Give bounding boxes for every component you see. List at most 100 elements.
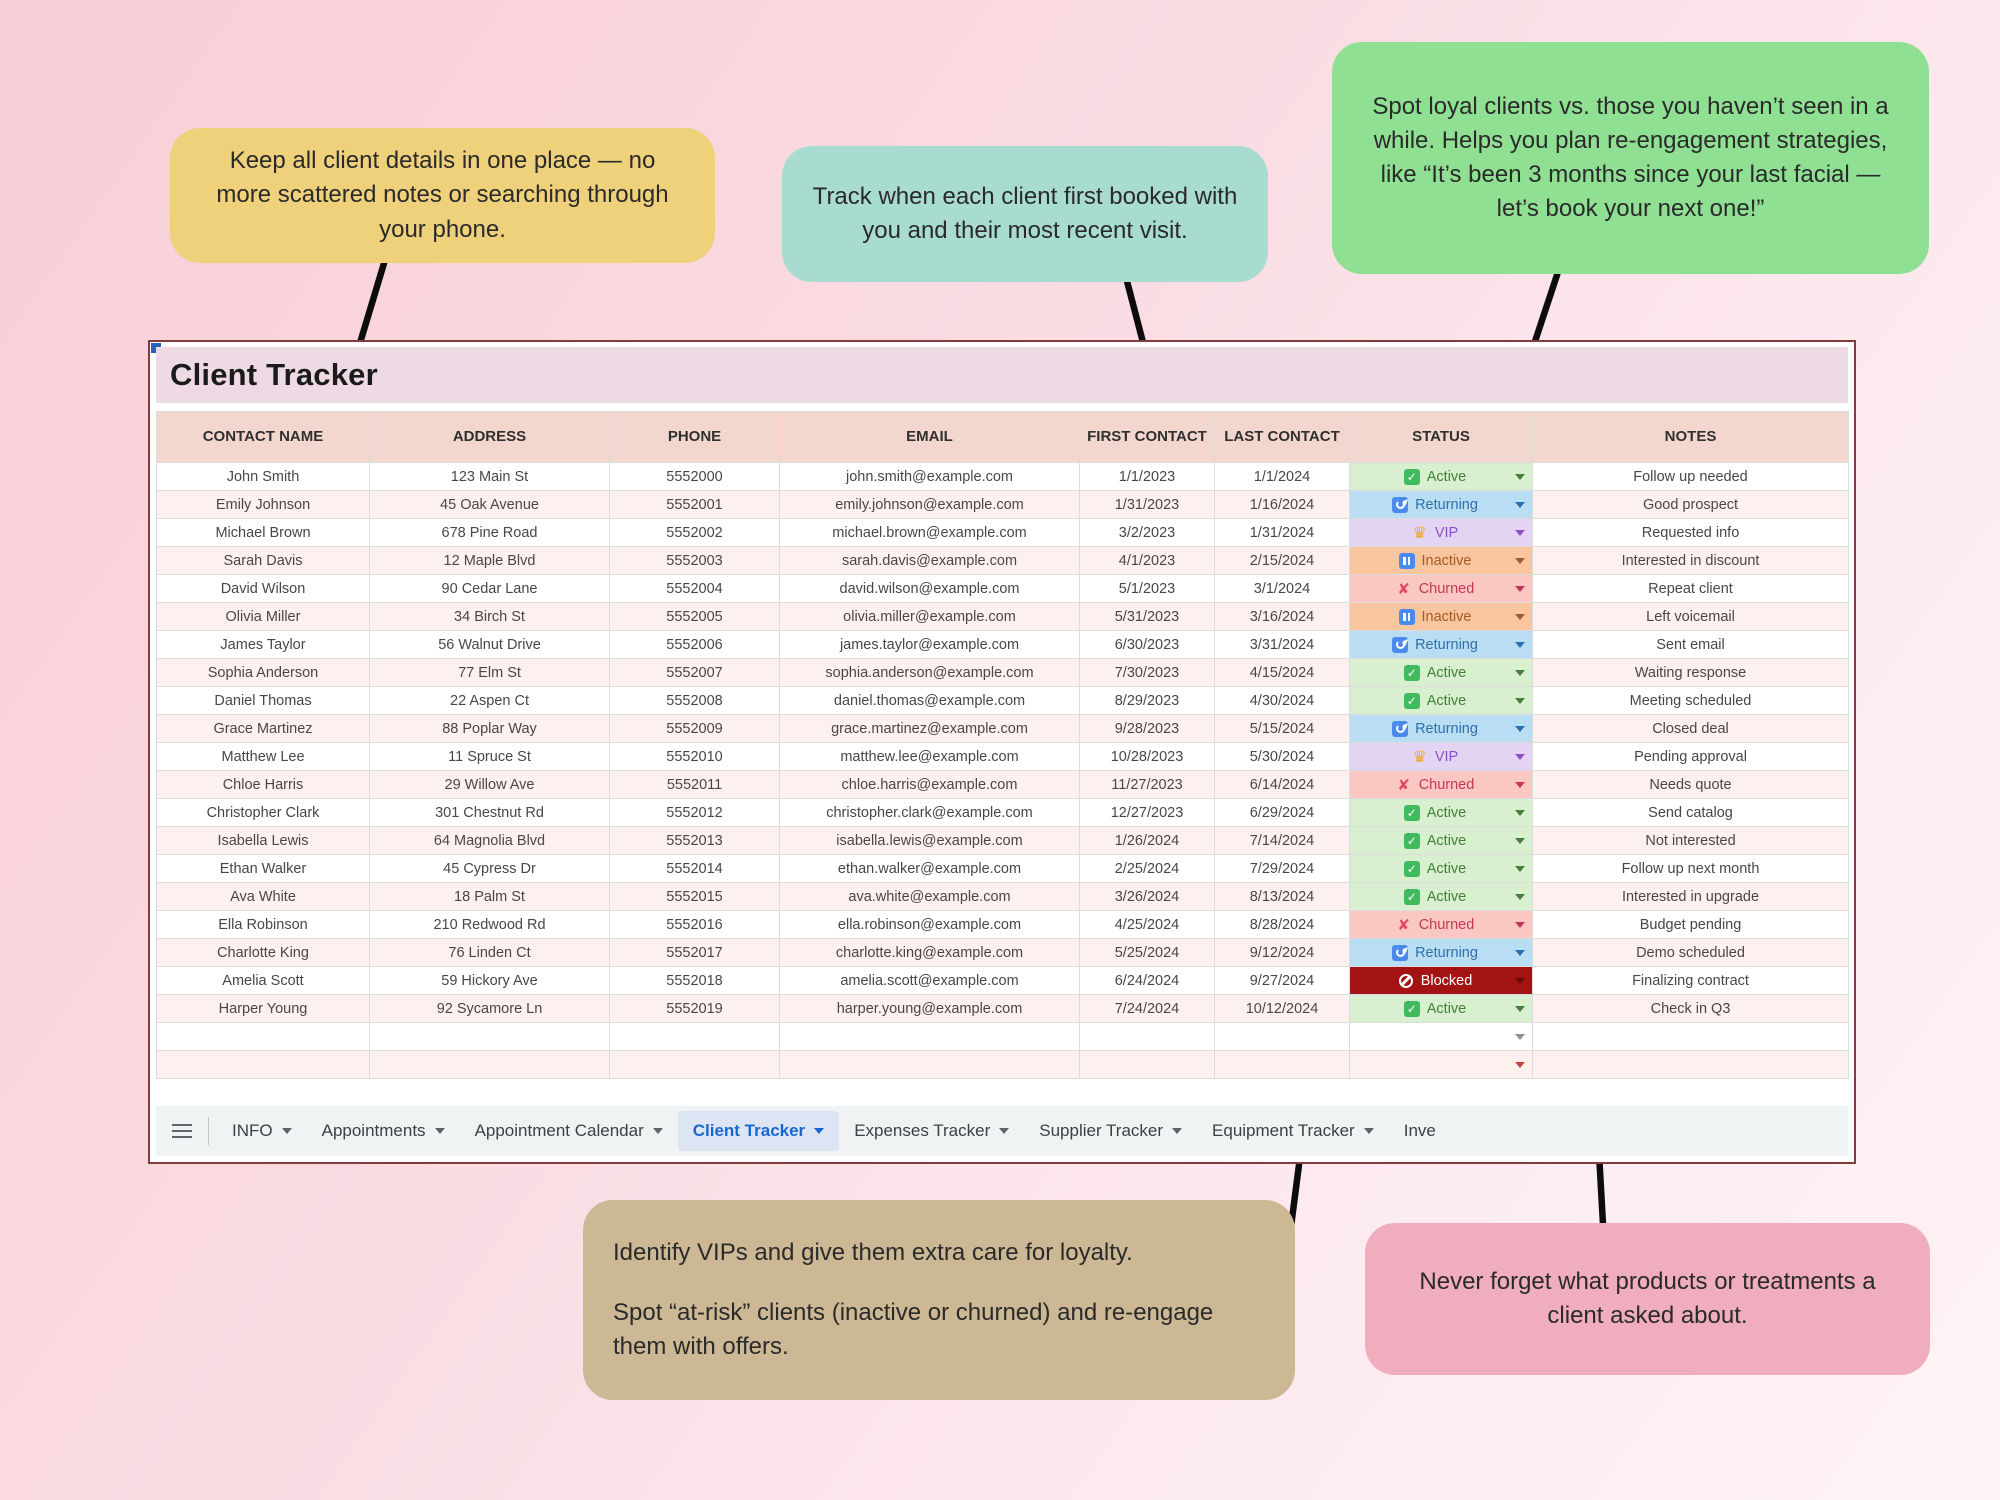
cell-note[interactable]: Pending approval — [1532, 742, 1849, 771]
cell-email[interactable]: isabella.lewis@example.com — [779, 826, 1080, 855]
cell-note[interactable]: Closed deal — [1532, 714, 1849, 743]
cell-name[interactable]: Isabella Lewis — [156, 826, 370, 855]
cell-name[interactable]: Chloe Harris — [156, 770, 370, 799]
status-dropdown-active[interactable]: ✓ Active — [1349, 994, 1533, 1023]
cell-note[interactable]: Waiting response — [1532, 658, 1849, 687]
status-dropdown-vip[interactable]: ♛ VIP — [1349, 518, 1533, 547]
status-dropdown-caret-icon[interactable] — [1515, 977, 1525, 984]
status-dropdown-active[interactable]: ✓ Active — [1349, 658, 1533, 687]
cell-address[interactable]: 76 Linden Ct — [369, 938, 610, 967]
empty-cell[interactable] — [156, 1050, 370, 1079]
cell-email[interactable]: john.smith@example.com — [779, 462, 1080, 491]
cell-name[interactable]: Emily Johnson — [156, 490, 370, 519]
cell-name[interactable]: Michael Brown — [156, 518, 370, 547]
status-dropdown-caret-icon[interactable] — [1515, 641, 1525, 648]
sheet-tab-expenses-tracker[interactable]: Expenses Tracker — [839, 1111, 1024, 1151]
cell-last-contact[interactable]: 7/14/2024 — [1214, 826, 1350, 855]
empty-cell[interactable] — [156, 1022, 370, 1051]
cell-last-contact[interactable]: 4/30/2024 — [1214, 686, 1350, 715]
cell-email[interactable]: grace.martinez@example.com — [779, 714, 1080, 743]
cell-last-contact[interactable]: 7/29/2024 — [1214, 854, 1350, 883]
cell-last-contact[interactable]: 6/14/2024 — [1214, 770, 1350, 799]
status-dropdown-caret-icon[interactable] — [1515, 669, 1525, 676]
cell-name[interactable]: James Taylor — [156, 630, 370, 659]
empty-cell[interactable] — [779, 1050, 1080, 1079]
cell-phone[interactable]: 5552008 — [609, 686, 780, 715]
status-dropdown-caret-icon[interactable] — [1515, 949, 1525, 956]
status-dropdown-caret-icon[interactable] — [1515, 473, 1525, 480]
status-dropdown-returning[interactable]: Returning — [1349, 938, 1533, 967]
status-dropdown-caret-icon[interactable] — [1515, 865, 1525, 872]
cell-email[interactable]: olivia.miller@example.com — [779, 602, 1080, 631]
column-header-first-contact[interactable]: FIRST CONTACT — [1079, 411, 1215, 463]
cell-address[interactable]: 29 Willow Ave — [369, 770, 610, 799]
sheet-tab-info[interactable]: INFO — [217, 1111, 307, 1151]
cell-note[interactable]: Good prospect — [1532, 490, 1849, 519]
cell-first-contact[interactable]: 10/28/2023 — [1079, 742, 1215, 771]
status-dropdown-caret-icon[interactable] — [1515, 1033, 1525, 1040]
cell-address[interactable]: 301 Chestnut Rd — [369, 798, 610, 827]
cell-last-contact[interactable]: 1/16/2024 — [1214, 490, 1350, 519]
cell-first-contact[interactable]: 7/24/2024 — [1079, 994, 1215, 1023]
cell-note[interactable]: Repeat client — [1532, 574, 1849, 603]
status-dropdown-returning[interactable]: Returning — [1349, 630, 1533, 659]
cell-phone[interactable]: 5552004 — [609, 574, 780, 603]
cell-first-contact[interactable]: 11/27/2023 — [1079, 770, 1215, 799]
hamburger-menu-icon[interactable] — [172, 1123, 192, 1127]
cell-phone[interactable]: 5552005 — [609, 602, 780, 631]
status-dropdown-returning[interactable]: Returning — [1349, 714, 1533, 743]
cell-note[interactable]: Follow up needed — [1532, 462, 1849, 491]
cell-name[interactable]: Sarah Davis — [156, 546, 370, 575]
status-dropdown-churned[interactable]: ✘ Churned — [1349, 574, 1533, 603]
cell-address[interactable]: 77 Elm St — [369, 658, 610, 687]
cell-first-contact[interactable]: 5/25/2024 — [1079, 938, 1215, 967]
cell-email[interactable]: ava.white@example.com — [779, 882, 1080, 911]
cell-note[interactable]: Interested in upgrade — [1532, 882, 1849, 911]
status-dropdown-inactive[interactable]: Inactive — [1349, 602, 1533, 631]
empty-cell[interactable] — [609, 1050, 780, 1079]
cell-phone[interactable]: 5552015 — [609, 882, 780, 911]
cell-phone[interactable]: 5552011 — [609, 770, 780, 799]
empty-cell[interactable] — [1079, 1022, 1215, 1051]
status-dropdown-caret-icon[interactable] — [1515, 557, 1525, 564]
cell-address[interactable]: 45 Oak Avenue — [369, 490, 610, 519]
cell-phone[interactable]: 5552014 — [609, 854, 780, 883]
cell-name[interactable]: Olivia Miller — [156, 602, 370, 631]
cell-phone[interactable]: 5552000 — [609, 462, 780, 491]
cell-email[interactable]: charlotte.king@example.com — [779, 938, 1080, 967]
cell-first-contact[interactable]: 12/27/2023 — [1079, 798, 1215, 827]
cell-email[interactable]: harper.young@example.com — [779, 994, 1080, 1023]
status-dropdown-caret-icon[interactable] — [1515, 613, 1525, 620]
status-dropdown-caret-icon[interactable] — [1515, 781, 1525, 788]
status-dropdown-active[interactable]: ✓ Active — [1349, 686, 1533, 715]
status-dropdown-active[interactable]: ✓ Active — [1349, 826, 1533, 855]
sheet-tab-supplier-tracker[interactable]: Supplier Tracker — [1024, 1111, 1197, 1151]
cell-address[interactable]: 92 Sycamore Ln — [369, 994, 610, 1023]
column-header-phone[interactable]: PHONE — [609, 411, 780, 463]
cell-email[interactable]: daniel.thomas@example.com — [779, 686, 1080, 715]
cell-name[interactable]: Grace Martinez — [156, 714, 370, 743]
column-header-address[interactable]: ADDRESS — [369, 411, 610, 463]
cell-first-contact[interactable]: 5/31/2023 — [1079, 602, 1215, 631]
cell-name[interactable]: Daniel Thomas — [156, 686, 370, 715]
cell-name[interactable]: Ella Robinson — [156, 910, 370, 939]
cell-first-contact[interactable]: 1/31/2023 — [1079, 490, 1215, 519]
cell-note[interactable]: Needs quote — [1532, 770, 1849, 799]
cell-email[interactable]: matthew.lee@example.com — [779, 742, 1080, 771]
status-dropdown-caret-icon[interactable] — [1515, 1061, 1525, 1068]
cell-email[interactable]: ella.robinson@example.com — [779, 910, 1080, 939]
status-dropdown-empty[interactable] — [1349, 1050, 1533, 1079]
cell-phone[interactable]: 5552009 — [609, 714, 780, 743]
cell-last-contact[interactable]: 8/13/2024 — [1214, 882, 1350, 911]
cell-last-contact[interactable]: 9/27/2024 — [1214, 966, 1350, 995]
cell-first-contact[interactable]: 1/26/2024 — [1079, 826, 1215, 855]
empty-cell[interactable] — [779, 1022, 1080, 1051]
cell-address[interactable]: 210 Redwood Rd — [369, 910, 610, 939]
cell-email[interactable]: ethan.walker@example.com — [779, 854, 1080, 883]
cell-last-contact[interactable]: 5/15/2024 — [1214, 714, 1350, 743]
cell-last-contact[interactable]: 8/28/2024 — [1214, 910, 1350, 939]
status-dropdown-vip[interactable]: ♛ VIP — [1349, 742, 1533, 771]
cell-address[interactable]: 45 Cypress Dr — [369, 854, 610, 883]
sheet-tab-appointment-calendar[interactable]: Appointment Calendar — [460, 1111, 678, 1151]
empty-cell[interactable] — [369, 1022, 610, 1051]
